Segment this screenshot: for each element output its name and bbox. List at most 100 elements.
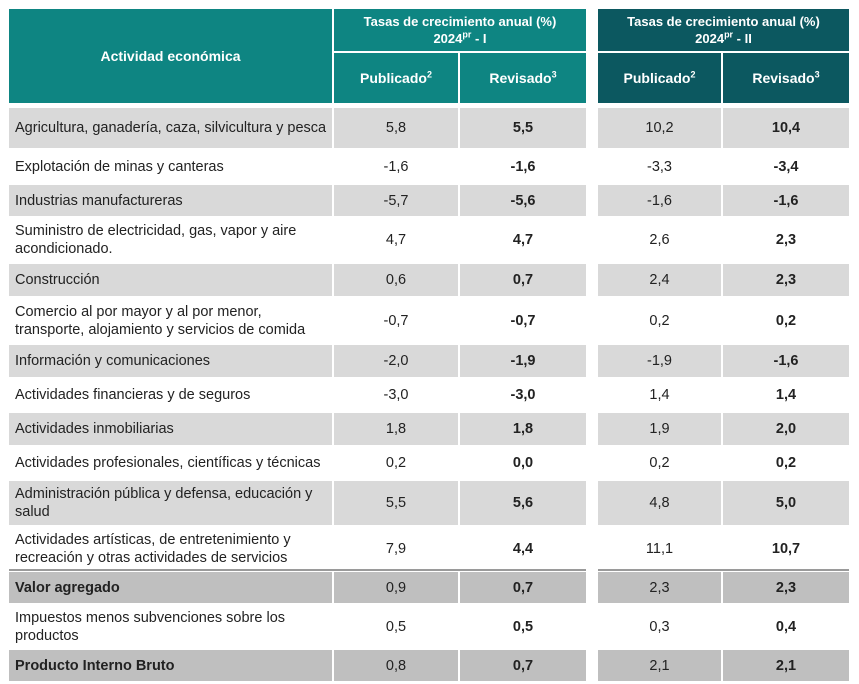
row-value-rev1: 4,7 (512, 232, 534, 248)
row-value-pub1: 5,5 (334, 481, 458, 525)
row-label: Actividades artísticas, de entretenimien… (15, 531, 291, 566)
row-value-rev2: 0,2 (775, 312, 797, 329)
row-value-rev1: -1,6 (510, 158, 536, 175)
row-value-pub1: 5,8 (334, 108, 458, 148)
published-2-label: Publicado2 (624, 70, 696, 86)
row-label: Actividades profesionales, científicas y… (15, 455, 321, 471)
row-value-pub1: -0,7 (383, 312, 409, 329)
row-value-pub2: 0,2 (649, 312, 670, 329)
row-value-rev1: -0,7 (510, 312, 536, 329)
row-value-pub2: 10,2 (598, 108, 721, 148)
row-value-pub1: 0,8 (334, 650, 458, 681)
header-published-1: Publicado2 (334, 53, 458, 103)
row-value-pub1: 0,2 (385, 455, 407, 471)
row-value-rev1: -1,9 (460, 345, 586, 377)
row-value-rev1: 0,7 (460, 650, 586, 681)
section-divider (9, 569, 343, 571)
row-label: Construcción (9, 264, 332, 296)
header-revised-1: Revisado3 (460, 53, 586, 103)
row-value-pub2: 2,3 (598, 572, 721, 603)
row-value-rev1: 4,4 (512, 540, 534, 557)
row-value-rev2: 5,0 (723, 481, 849, 525)
row-value-pub2: 0,3 (649, 618, 670, 635)
group-2-year: 2024 (695, 31, 725, 46)
row-label: Agricultura, ganadería, caza, silvicultu… (9, 108, 332, 148)
revised-2-label: Revisado3 (752, 70, 819, 86)
row-value-pub1: 0,9 (334, 572, 458, 603)
row-value-rev1: 0,5 (512, 618, 534, 635)
row-value-rev2: 0,2 (775, 455, 797, 471)
row-value-rev2: -1,6 (723, 345, 849, 377)
row-label: Impuestos menos subvenciones sobre los p… (15, 609, 286, 644)
row-value-rev2: -3,4 (773, 158, 799, 175)
row-value-pub1: 7,9 (385, 540, 407, 557)
header-activity: Actividad económica (9, 9, 332, 103)
row-value-pub2: 2,4 (598, 264, 721, 296)
published-1-sup: 2 (426, 69, 432, 80)
row-value-pub1: -3,0 (383, 387, 409, 403)
row-label: Explotación de minas y canteras (15, 158, 224, 175)
row-value-pub1: 0,6 (334, 264, 458, 296)
group-1-period-label: - I (471, 31, 487, 46)
group-1-year-sup: pr (462, 29, 472, 40)
row-value-pub2: 1,9 (598, 413, 721, 445)
revised-2-text: Revisado (752, 70, 815, 86)
row-value-rev2: 0,4 (775, 618, 797, 635)
row-value-pub2: -3,3 (647, 158, 672, 175)
row-label: Producto Interno Bruto (9, 650, 332, 681)
row-label: Industrias manufactureras (9, 185, 332, 216)
row-value-pub1: 1,8 (334, 413, 458, 445)
group-1-year: 2024 (433, 31, 463, 46)
row-value-pub2: 2,6 (649, 232, 670, 248)
row-label: Comercio al por mayor y al por menor, tr… (15, 303, 306, 338)
row-value-pub2: -1,9 (598, 345, 721, 377)
group-2-title: Tasas de crecimiento anual (%) (627, 14, 820, 29)
row-value-rev1: 0,7 (460, 572, 586, 603)
row-value-pub1: 4,7 (385, 232, 407, 248)
row-value-rev1: 0,0 (512, 455, 534, 471)
row-value-rev1: -5,6 (460, 185, 586, 216)
row-value-pub1: -1,6 (383, 158, 409, 175)
row-value-rev1: -3,0 (510, 387, 536, 403)
row-value-rev2: 1,4 (775, 387, 797, 403)
row-value-rev2: 2,0 (723, 413, 849, 445)
revised-1-sup: 3 (551, 69, 557, 80)
published-2-text: Publicado (623, 70, 691, 86)
group-2-period-label: - II (733, 31, 752, 46)
published-2-sup: 2 (690, 69, 696, 80)
revised-1-label: Revisado3 (489, 70, 556, 86)
row-value-rev2: 2,3 (723, 264, 849, 296)
row-label: Actividades financieras y de seguros (15, 387, 251, 403)
header-group-1: Tasas de crecimiento anual (%) 2024pr - … (334, 9, 586, 51)
row-value-rev1: 5,6 (460, 481, 586, 525)
group-2-period: 2024pr - II (695, 30, 752, 47)
row-value-pub2: -1,6 (598, 185, 721, 216)
section-divider (334, 569, 586, 571)
row-label: Suministro de electricidad, gas, vapor y… (15, 223, 297, 257)
row-value-rev1: 0,7 (460, 264, 586, 296)
row-value-rev2: 10,4 (723, 108, 849, 148)
row-value-pub1: -2,0 (334, 345, 458, 377)
row-value-rev2: 10,7 (771, 540, 801, 557)
row-value-rev2: 2,1 (723, 650, 849, 681)
group-1-period: 2024pr - I (433, 30, 486, 47)
row-value-pub1: -5,7 (334, 185, 458, 216)
header-revised-2: Revisado3 (723, 53, 849, 103)
header-group-2: Tasas de crecimiento anual (%) 2024pr - … (598, 9, 849, 51)
revised-2-sup: 3 (814, 69, 820, 80)
row-value-rev2: 2,3 (775, 232, 797, 248)
group-1-title: Tasas de crecimiento anual (%) (363, 14, 557, 29)
published-1-text: Publicado (360, 70, 427, 86)
row-label: Actividades inmobiliarias (9, 413, 332, 445)
revised-1-text: Revisado (489, 70, 552, 86)
row-value-pub2: 2,1 (598, 650, 721, 681)
published-1-label: Publicado2 (360, 70, 432, 86)
row-value-rev2: 2,3 (723, 572, 849, 603)
header-published-2: Publicado2 (598, 53, 721, 103)
row-label: Valor agregado (9, 572, 332, 603)
row-value-pub2: 1,4 (649, 387, 670, 403)
row-value-pub2: 11,1 (645, 540, 674, 557)
row-value-pub2: 0,2 (649, 455, 670, 471)
row-value-pub1: 0,5 (385, 618, 407, 635)
row-value-rev1: 5,5 (460, 108, 586, 148)
